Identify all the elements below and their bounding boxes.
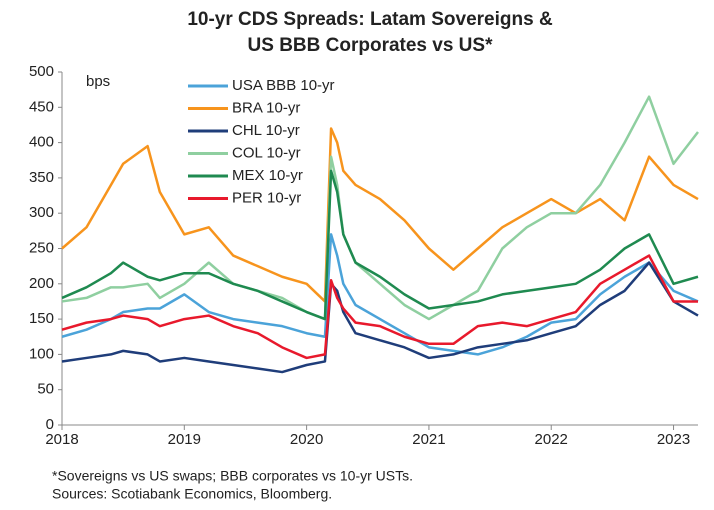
- x-tick-label: 2019: [168, 431, 201, 448]
- series-line: [61, 95, 699, 321]
- y-tick-label: 150: [29, 310, 54, 327]
- y-tick-label: 450: [29, 98, 54, 115]
- chart-title: 10-yr CDS Spreads: Latam Sovereigns &: [187, 9, 553, 30]
- y-tick-label: 50: [37, 381, 54, 398]
- footnote: Sources: Scotiabank Economics, Bloomberg…: [52, 486, 332, 502]
- y-axis-label: bps: [86, 73, 110, 90]
- series-line: [61, 261, 699, 374]
- legend-label: CHL 10-yr: [232, 122, 300, 139]
- y-tick-label: 300: [29, 204, 54, 221]
- footnote: *Sovereigns vs US swaps; BBB corporates …: [52, 468, 413, 484]
- x-tick-label: 2023: [657, 431, 690, 448]
- y-tick-label: 200: [29, 275, 54, 292]
- series-line: [61, 254, 698, 360]
- x-tick-label: 2022: [535, 431, 568, 448]
- y-tick-label: 500: [29, 63, 54, 80]
- legend-label: COL 10-yr: [232, 144, 301, 161]
- x-tick-label: 2021: [412, 431, 445, 448]
- y-tick-label: 250: [29, 239, 54, 256]
- y-tick-label: 100: [29, 345, 54, 362]
- y-tick-label: 0: [46, 416, 54, 433]
- legend-label: MEX 10-yr: [232, 167, 303, 184]
- y-tick-label: 350: [29, 169, 54, 186]
- series-line: [61, 233, 699, 356]
- legend-label: PER 10-yr: [232, 189, 301, 206]
- x-tick-label: 2018: [45, 431, 78, 448]
- x-tick-label: 2020: [290, 431, 323, 448]
- legend-label: BRA 10-yr: [232, 99, 300, 116]
- y-tick-label: 400: [29, 134, 54, 151]
- legend-label: USA BBB 10-yr: [232, 77, 335, 94]
- series-line: [61, 169, 699, 321]
- chart-title: US BBB Corporates vs US*: [248, 35, 494, 56]
